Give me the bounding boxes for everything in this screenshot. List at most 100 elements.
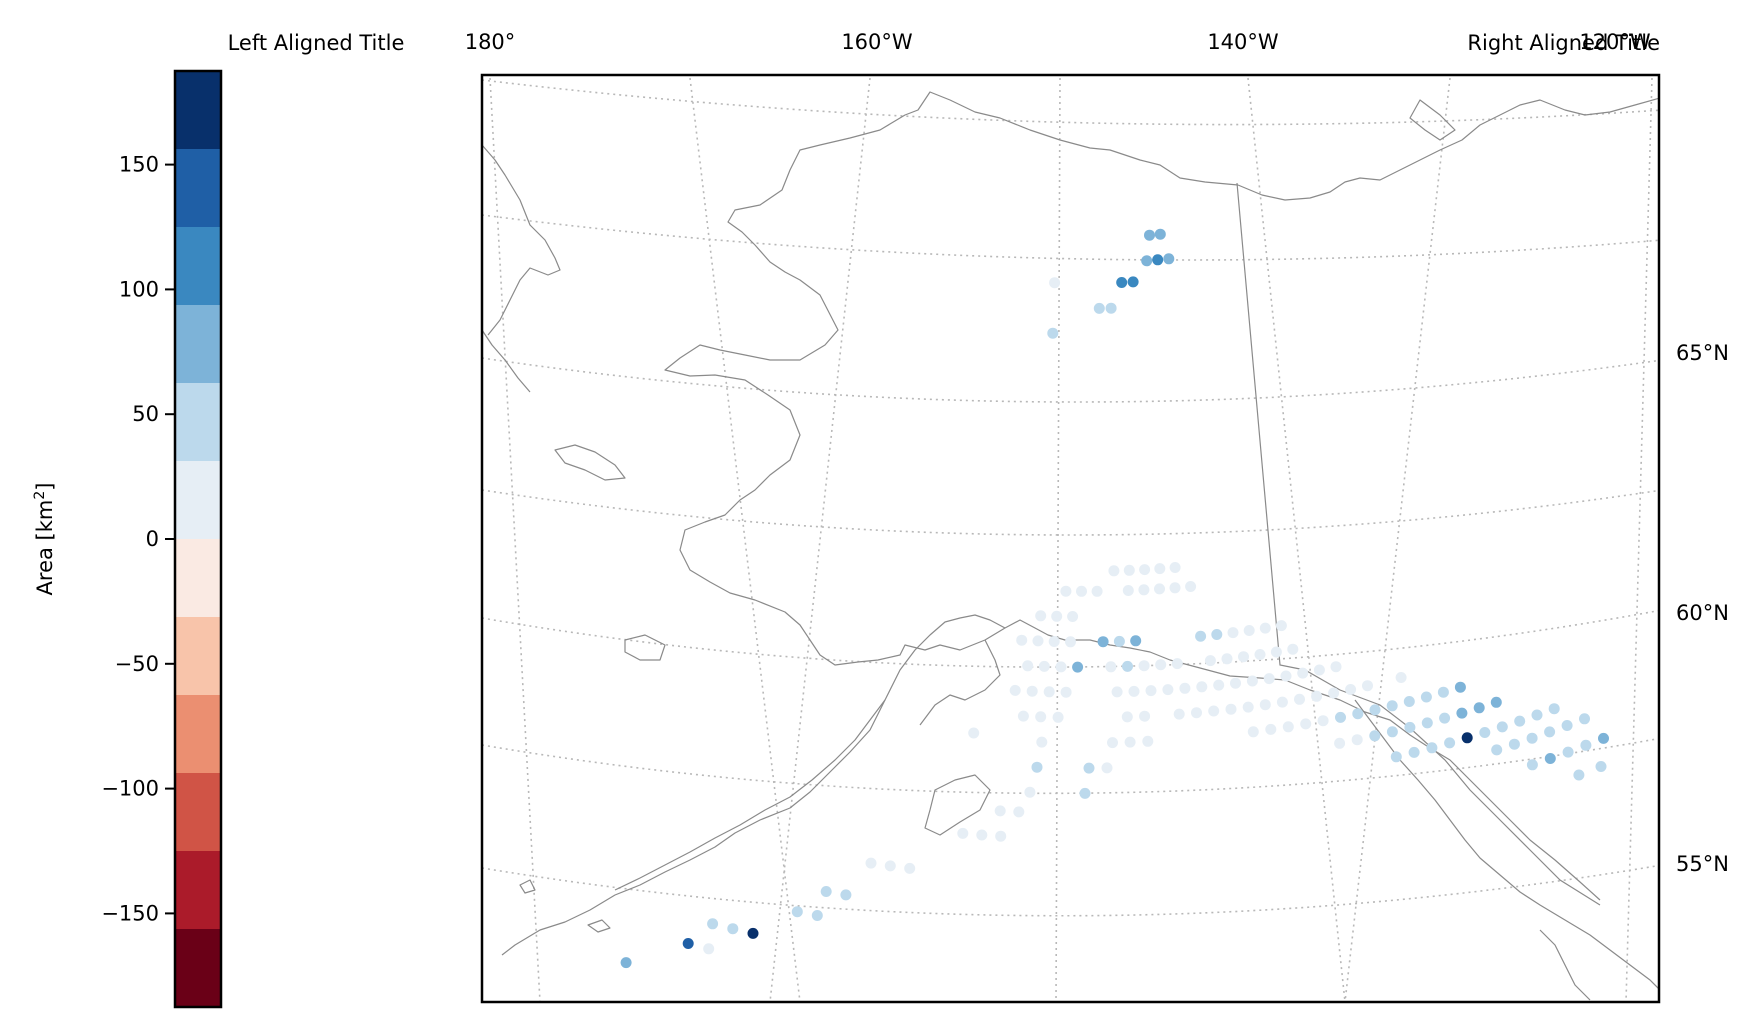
data-point <box>703 943 715 955</box>
parallel-line <box>482 357 1659 403</box>
data-point <box>1421 717 1433 729</box>
data-point <box>1049 277 1061 289</box>
data-point <box>1444 737 1456 749</box>
meridian-line <box>769 77 871 1002</box>
chukotka-coastline <box>482 329 531 393</box>
data-point <box>1051 610 1063 622</box>
data-point <box>1067 611 1079 622</box>
data-point <box>1179 682 1191 694</box>
data-point <box>1169 562 1181 573</box>
longitude-label: 140°W <box>1207 30 1279 54</box>
data-point <box>1369 704 1381 716</box>
data-point <box>1328 687 1340 699</box>
colorbar-tick-label: 0 <box>146 527 159 551</box>
data-point <box>1035 711 1047 723</box>
colorbar-label-tail: ] <box>33 483 57 491</box>
colorbar: Left Aligned Title 150100500−50−100−150 … <box>32 31 404 1009</box>
data-point <box>1456 707 1468 719</box>
data-point <box>1311 690 1323 702</box>
data-point <box>1121 711 1133 723</box>
colorbar-label-superscript: 2 <box>32 491 48 500</box>
data-point <box>1300 718 1312 730</box>
colorbar-tick-label: 50 <box>132 402 159 426</box>
data-point <box>1479 727 1491 738</box>
data-point <box>1369 730 1381 742</box>
data-point <box>1531 709 1543 721</box>
data-point <box>976 829 988 841</box>
data-point <box>1352 708 1364 720</box>
data-point <box>1173 708 1185 720</box>
data-point <box>811 910 823 921</box>
data-point <box>1386 700 1398 712</box>
colorbar-tick-label: 100 <box>119 277 159 301</box>
data-point <box>968 727 980 739</box>
data-point <box>1144 229 1155 241</box>
data-point <box>1246 675 1258 687</box>
data-point <box>1185 581 1197 592</box>
data-point <box>1461 732 1473 744</box>
data-point <box>620 957 632 969</box>
data-point <box>1263 673 1275 685</box>
colorbar-tick-label: −50 <box>115 652 159 676</box>
data-point <box>1022 660 1034 672</box>
colorbar-bin <box>175 71 221 150</box>
parallel-line <box>482 79 1659 126</box>
data-point <box>1138 660 1150 672</box>
data-point <box>1163 253 1175 265</box>
data-point <box>1254 649 1266 660</box>
data-point <box>1544 726 1556 738</box>
data-point <box>1473 702 1485 714</box>
data-point <box>1111 686 1123 698</box>
data-point <box>1408 746 1420 758</box>
parallel-line <box>482 609 1659 668</box>
data-point <box>1526 759 1538 771</box>
data-point <box>1437 686 1449 698</box>
data-point <box>1093 302 1105 314</box>
data-point <box>840 889 852 901</box>
parallel-line <box>482 864 1659 917</box>
meridian-line <box>1055 77 1061 1002</box>
colorbar-tick-label: −100 <box>101 777 159 801</box>
data-point <box>1065 636 1076 648</box>
data-point <box>1259 622 1271 634</box>
longitude-label: 180° <box>465 30 516 54</box>
data-point <box>1154 228 1166 240</box>
data-point <box>1426 742 1438 754</box>
kodiak-island-coastline <box>924 774 991 836</box>
data-point <box>1079 787 1091 799</box>
data-point <box>1242 701 1254 713</box>
data-point <box>1491 744 1503 756</box>
data-point <box>1275 620 1287 632</box>
data-point <box>1141 255 1153 267</box>
data-point <box>1351 734 1363 746</box>
data-point <box>1108 565 1120 577</box>
bering-coast-west <box>482 144 561 336</box>
data-point <box>1259 699 1271 711</box>
data-point <box>1139 564 1151 576</box>
data-point <box>1060 686 1072 698</box>
data-point <box>1154 583 1165 595</box>
latitude-label: 55°N <box>1676 852 1729 876</box>
data-point <box>1072 661 1084 673</box>
data-point <box>1294 693 1305 705</box>
data-point <box>1060 585 1072 597</box>
data-point <box>1439 712 1451 724</box>
data-point <box>1211 629 1223 640</box>
colorbar-label-base: Area [km <box>33 500 57 596</box>
data-point <box>1035 610 1047 622</box>
alaska-peninsula-south-coastline <box>614 699 886 891</box>
data-point <box>1171 658 1183 670</box>
data-point <box>1403 696 1415 707</box>
colorbar-bin <box>175 383 221 462</box>
data-point <box>1334 737 1346 749</box>
bering-island <box>519 879 536 894</box>
meridian-line <box>1344 77 1451 1002</box>
data-point <box>1024 786 1036 798</box>
meridian-line <box>1625 77 1653 1002</box>
colorbar-label: Area [km2] <box>32 483 57 596</box>
data-point <box>1276 696 1288 708</box>
longitude-label: 160°W <box>841 30 913 54</box>
alaska-peninsula-coastline <box>501 614 1006 956</box>
data-point <box>1169 582 1181 594</box>
